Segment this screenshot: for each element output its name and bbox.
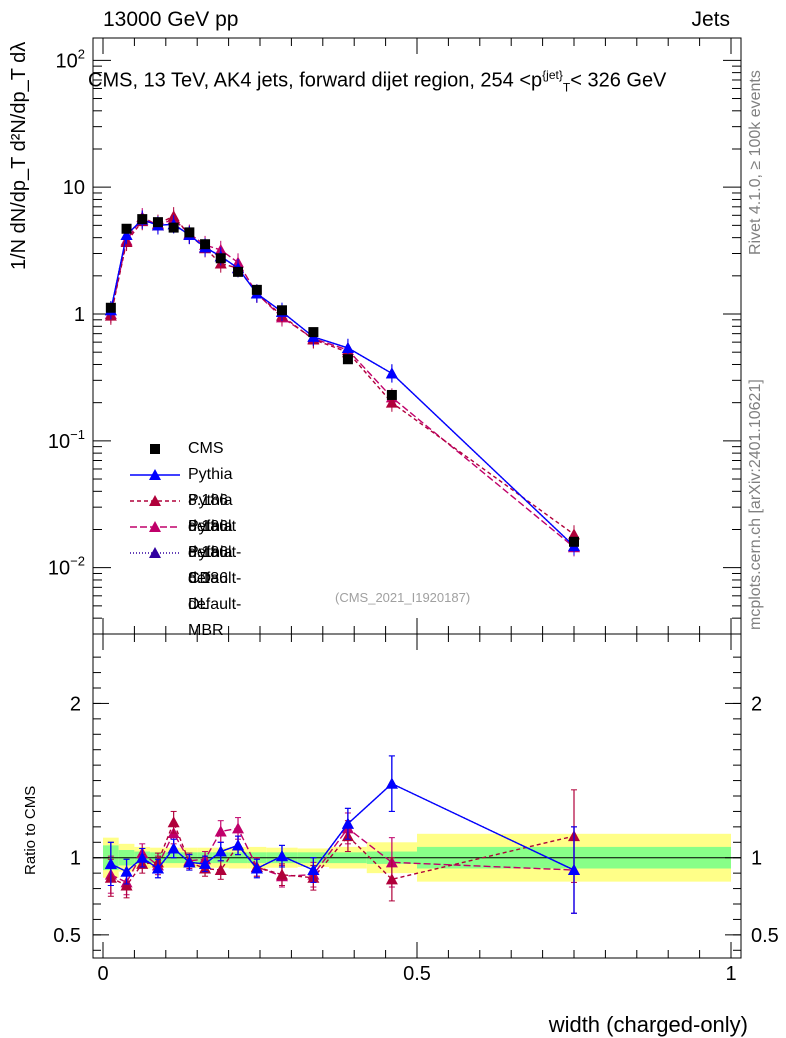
ratio-data-point xyxy=(385,777,398,789)
ratio-data-point xyxy=(167,816,180,828)
y-tick-exponent: 2 xyxy=(78,46,85,61)
cms-data-point xyxy=(569,536,579,547)
ratio-data-point xyxy=(275,850,288,862)
collision-label: 13000 GeV pp xyxy=(103,8,239,31)
x-tick-label: 1 xyxy=(725,963,736,985)
title-suffix: < 326 GeV xyxy=(570,69,667,92)
y-tick-label: 10 xyxy=(63,177,85,199)
series-line xyxy=(110,215,575,535)
mcplots-label: mcplots.cern.ch [arXiv:2401.10621] xyxy=(747,379,764,630)
legend-label: Pythia 8.186 default-CD xyxy=(188,492,242,587)
cms-data-point xyxy=(168,222,179,233)
cms-data-point xyxy=(342,354,353,365)
cms-data-point xyxy=(251,284,262,295)
legend-square-marker xyxy=(150,444,160,454)
series-line xyxy=(110,218,575,547)
title-prefix: CMS, 13 TeV, AK4 jets, forward dijet reg… xyxy=(88,69,543,92)
cms-data-point xyxy=(215,253,226,264)
data-point xyxy=(120,228,133,240)
y-tick-label: 10−1 xyxy=(48,427,85,453)
data-point xyxy=(385,396,398,408)
legend-marker-cd xyxy=(130,495,180,506)
ratio-data-point xyxy=(214,845,227,857)
ratio-data-point xyxy=(104,857,117,869)
series-line xyxy=(110,218,575,547)
legend-triangle-marker xyxy=(149,495,161,506)
ratio-data-point xyxy=(341,817,354,829)
ratio-data-point xyxy=(214,864,227,876)
ratio-data-point xyxy=(214,825,227,837)
cms-data-point xyxy=(137,214,148,225)
ratio-y-tick-label-right: 1 xyxy=(751,848,762,870)
cms-data-point xyxy=(121,223,132,234)
ratio-y-tick-label: 2 xyxy=(70,693,81,715)
ratio-data-point xyxy=(120,879,133,891)
cms-data-point xyxy=(200,239,211,250)
legend-marker-cms xyxy=(150,444,160,454)
analysis-category: Jets xyxy=(691,8,730,31)
x-tick-label: 0 xyxy=(97,963,108,985)
legend-label: Pythia 8.186 default-MBR xyxy=(188,544,242,639)
ratio-data-point xyxy=(232,822,245,834)
cms-data-point xyxy=(152,217,163,228)
ratio-y-tick-label: 0.5 xyxy=(53,925,81,947)
ratio-data-point xyxy=(307,864,320,876)
x-tick-label: 0.5 xyxy=(403,963,431,985)
data-point xyxy=(568,528,580,540)
ratio-data-point xyxy=(275,868,288,880)
ratio-y-tick-label-right: 0.5 xyxy=(751,925,779,947)
ratio-data-point xyxy=(183,856,196,868)
ratio-data-point xyxy=(568,864,580,876)
ratio-data-point xyxy=(151,862,164,874)
main-y-axis-label: 1/N dN/dp_T d²N/dp_T dλ xyxy=(8,41,30,270)
ratio-y-tick-label: 1 xyxy=(70,848,81,870)
y-tick-label: 102 xyxy=(56,46,85,72)
y-tick-exponent: −1 xyxy=(70,427,85,442)
cms-data-point xyxy=(105,302,116,313)
legend-marker-dl xyxy=(130,521,180,532)
cms-data-point xyxy=(386,389,397,400)
ratio-data-point xyxy=(199,857,212,869)
cms-data-point xyxy=(276,305,287,316)
ratio-data-point xyxy=(167,842,180,854)
y-tick-label: 1 xyxy=(74,304,85,326)
series-line xyxy=(110,216,575,548)
y-tick-label: 10−2 xyxy=(48,554,85,580)
ratio-data-point xyxy=(120,865,133,877)
legend-marker-mbr xyxy=(130,547,180,558)
ratio-data-point xyxy=(250,862,263,874)
rivet-version-label: Rivet 4.1.0, ≥ 100k events xyxy=(747,70,764,255)
ratio-data-point xyxy=(136,851,149,863)
cms-data-point xyxy=(233,266,244,277)
x-axis-label: width (charged-only) xyxy=(548,1012,748,1037)
legend-triangle-marker xyxy=(149,547,161,558)
legend-label: Pythia 8.186 default xyxy=(188,466,237,535)
legend-label: Pythia 8.186 default-DL xyxy=(188,518,242,613)
ratio-data-point xyxy=(232,839,245,851)
title-sub: T xyxy=(562,80,571,95)
analysis-id: (CMS_2021_I1920187) xyxy=(335,590,471,605)
data-point xyxy=(341,341,354,353)
legend-marker-default xyxy=(130,469,180,480)
data-point xyxy=(385,367,398,379)
y-tick-exponent: −2 xyxy=(70,554,85,569)
title-sup: {jet} xyxy=(542,68,563,82)
plot-title: CMS, 13 TeV, AK4 jets, forward dijet reg… xyxy=(88,68,666,95)
ratio-y-axis-label: Ratio to CMS xyxy=(22,785,39,875)
cms-data-point xyxy=(308,327,319,338)
legend-triangle-marker xyxy=(149,521,161,532)
ratio-data-point xyxy=(385,873,398,885)
legend-label: CMS xyxy=(188,440,224,457)
cms-data-point xyxy=(184,227,195,238)
ratio-y-tick-label-right: 2 xyxy=(751,693,762,715)
legend-triangle-marker xyxy=(149,469,161,480)
